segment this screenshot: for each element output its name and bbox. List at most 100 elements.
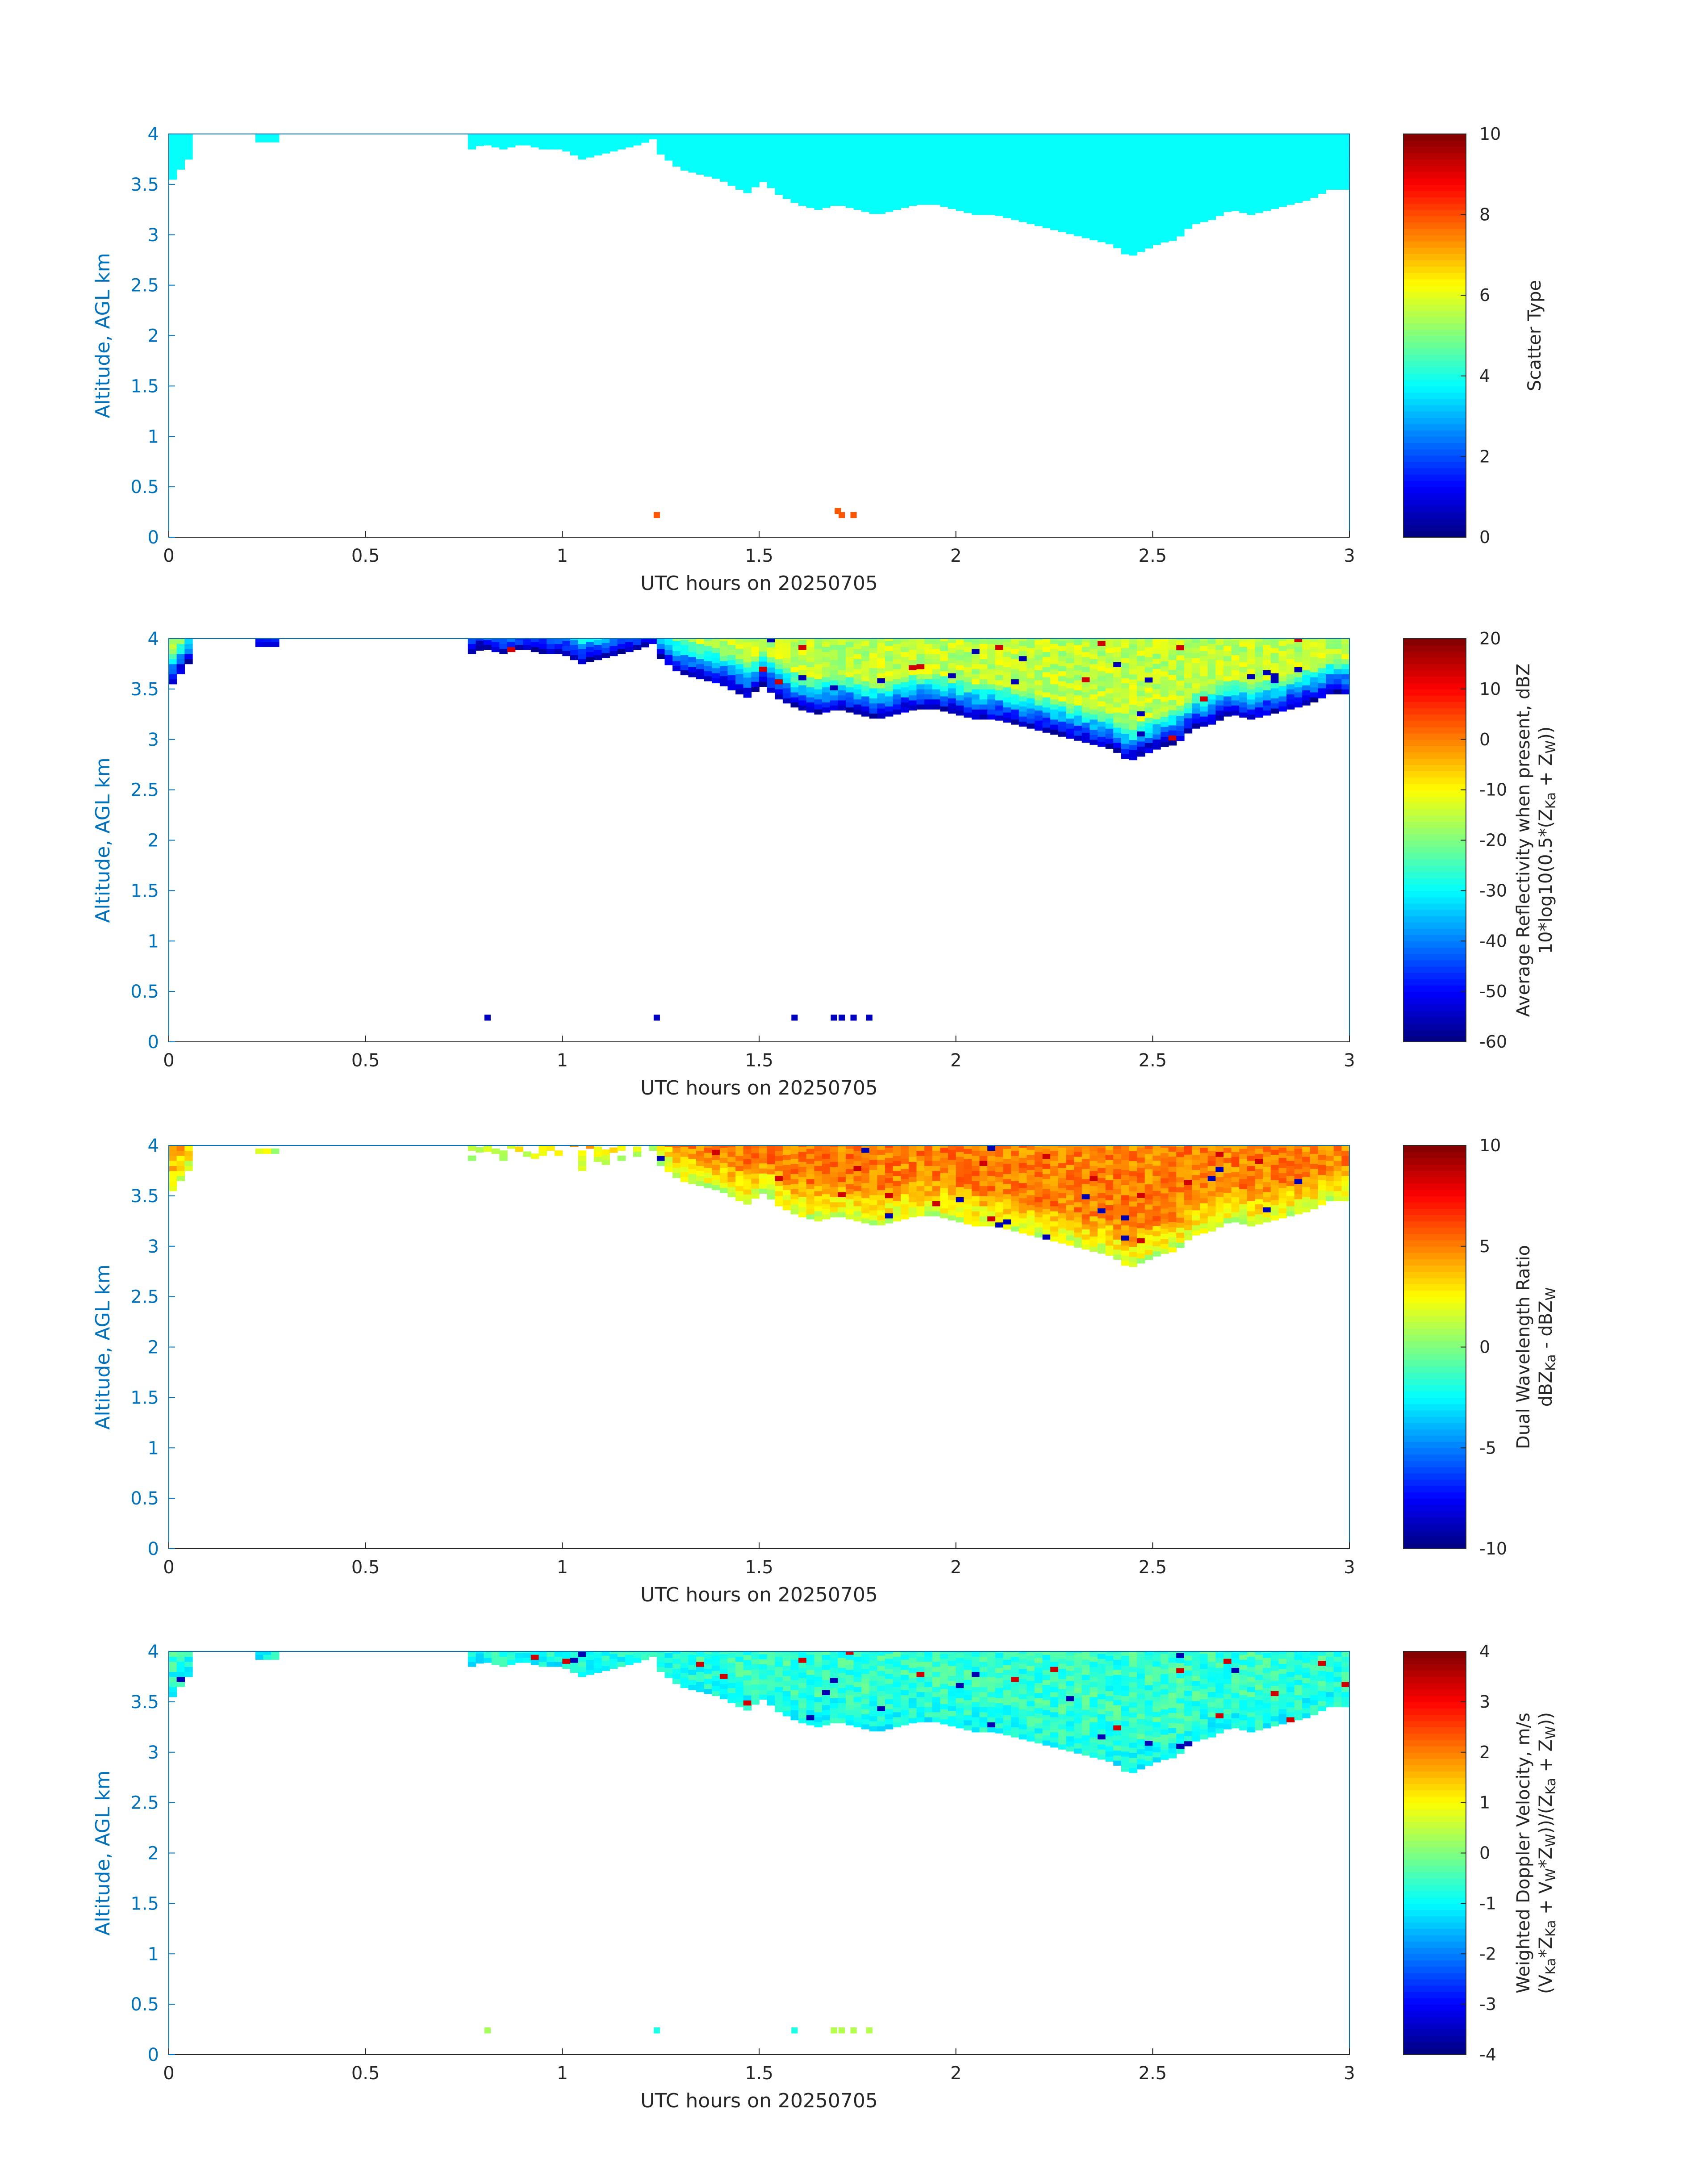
heatmap-cell [885, 666, 894, 672]
heatmap-cell [712, 1685, 720, 1691]
heatmap-cell [1003, 142, 1011, 148]
heatmap-cell [1027, 1230, 1035, 1236]
heatmap-cell [1184, 1154, 1193, 1160]
heatmap-cell [1137, 751, 1145, 757]
heatmap-cell [1121, 1170, 1130, 1175]
heatmap-cell [641, 642, 649, 648]
heatmap-cell [845, 1168, 854, 1174]
heatmap-cell [1200, 211, 1208, 217]
heatmap-cell [1231, 685, 1240, 690]
heatmap-cell [814, 194, 823, 200]
heatmap-cell [1215, 649, 1224, 655]
heatmap-cell [1011, 1195, 1019, 1201]
heatmap-cell [1192, 198, 1200, 204]
heatmap-cell [1294, 172, 1303, 178]
heatmap-cell [1027, 148, 1035, 154]
heatmap-cell [1090, 1175, 1098, 1181]
heatmap-cell [971, 1195, 980, 1201]
heatmap-cell [987, 709, 996, 715]
heatmap-cell [767, 163, 775, 168]
heatmap-cell [893, 1181, 902, 1187]
heatmap-cell [1263, 690, 1271, 696]
heatmap-cell [916, 1195, 925, 1201]
heatmap-cell [1168, 1237, 1177, 1242]
heatmap-cell [885, 141, 894, 146]
heatmap-cell [1239, 1183, 1248, 1189]
heatmap-cell [1270, 678, 1279, 684]
heatmap-cell [1003, 162, 1011, 168]
heatmap-cell [869, 713, 878, 719]
heatmap-cell [712, 153, 720, 159]
heatmap-cell [735, 643, 744, 649]
heatmap-cell [1318, 678, 1326, 684]
heatmap-cell [1310, 137, 1319, 142]
heatmap-cell [617, 1656, 626, 1662]
heatmap-cell [1278, 1203, 1287, 1208]
heatmap-cell [1003, 1214, 1011, 1220]
heatmap-cell [790, 697, 799, 702]
heatmap-cell [979, 664, 988, 669]
heatmap-cell [1224, 639, 1232, 641]
heatmap-cell [964, 712, 972, 718]
heatmap-cell [1270, 639, 1279, 643]
heatmap-cell [767, 177, 775, 183]
heatmap-cell [971, 1201, 980, 1207]
heatmap-cell [782, 138, 791, 144]
heatmap-cell [1097, 181, 1106, 187]
heatmap-cell [1255, 162, 1263, 168]
heatmap-cell [1066, 1174, 1074, 1180]
heatmap-cell [1129, 694, 1137, 700]
heatmap-cell [885, 671, 894, 677]
heatmap-cell [688, 1145, 697, 1149]
heatmap-cell [1207, 149, 1216, 155]
heatmap-cell [798, 1182, 807, 1187]
heatmap-cell [1200, 1187, 1208, 1193]
heatmap-cell [1034, 1146, 1043, 1152]
heatmap-cell [1192, 657, 1200, 663]
heatmap-cell [1294, 182, 1303, 188]
heatmap-cell [885, 166, 894, 172]
heatmap-cell [956, 1182, 965, 1187]
heatmap-cell [1097, 1243, 1106, 1249]
heatmap-cell [845, 157, 854, 163]
heatmap-cell [1090, 1160, 1098, 1166]
heatmap-cell [1231, 690, 1240, 696]
heatmap-cell [908, 675, 917, 681]
heatmap-cell [1153, 719, 1161, 725]
heatmap-cell [877, 198, 885, 204]
heatmap-cell [814, 699, 823, 705]
heatmap-cell [1129, 699, 1137, 705]
heatmap-cell [932, 199, 941, 205]
heatmap-cell [176, 664, 185, 669]
heatmap-cell [743, 177, 752, 183]
heatmap-cell [948, 153, 956, 159]
heatmap-cell [1090, 134, 1098, 140]
heatmap-cell [1042, 656, 1051, 662]
heatmap-cell [901, 152, 909, 158]
heatmap-cell [782, 178, 791, 184]
heatmap-cell [593, 639, 602, 645]
heatmap-cell [1153, 179, 1161, 185]
heatmap-cell [775, 1661, 783, 1667]
heatmap-cell [1082, 157, 1090, 163]
heatmap-cell [1153, 643, 1161, 649]
heatmap-cell [1318, 178, 1326, 184]
heatmap-cell [1168, 1187, 1177, 1192]
heatmap-cell [759, 167, 768, 172]
heatmap-cell [1270, 158, 1279, 164]
heatmap-cell [1247, 1181, 1256, 1187]
heatmap-cell [1224, 196, 1232, 202]
heatmap-cell [1255, 1199, 1263, 1204]
heatmap-cell [924, 684, 933, 689]
heatmap-cell [1121, 1215, 1130, 1220]
heatmap-cell [814, 189, 823, 195]
heatmap-cell [1097, 1183, 1106, 1188]
colorbar-swatch [1403, 1536, 1466, 1543]
heatmap-cell [838, 1162, 846, 1167]
heatmap-cell [1027, 678, 1035, 684]
heatmap-cell [1215, 165, 1224, 171]
heatmap-cell [1090, 1221, 1098, 1227]
heatmap-cell [1097, 141, 1106, 146]
heatmap-cell [672, 136, 681, 142]
heatmap-cell [979, 1191, 988, 1196]
